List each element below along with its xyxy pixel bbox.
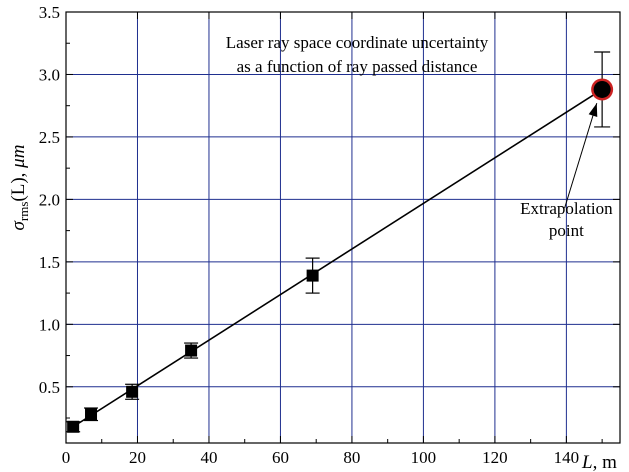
title-line-2: as a function of ray passed distance <box>237 57 478 76</box>
extrapolation-point <box>593 80 611 98</box>
data-point <box>185 344 198 357</box>
x-tick-labels: 0 20 40 60 80 100 120 140 <box>62 448 579 467</box>
extrapolation-marker <box>591 51 614 128</box>
x-tick-label: 80 <box>343 448 360 467</box>
x-tick-label: 20 <box>129 448 146 467</box>
x-tick-label: 100 <box>411 448 437 467</box>
x-tick-label: 0 <box>62 448 71 467</box>
y-axis-symbol: σ <box>8 220 29 230</box>
y-tick-label: 1.0 <box>39 315 60 334</box>
annotation-line-1: Extrapolation <box>520 199 613 218</box>
y-tick-labels: 0.5 1.0 1.5 2.0 2.5 3.0 3.5 <box>39 3 60 397</box>
fit-line <box>72 88 603 428</box>
data-points <box>67 269 319 433</box>
y-tick-label: 3.5 <box>39 3 60 22</box>
annotation-line-2: point <box>549 221 584 240</box>
y-tick-label: 2.5 <box>39 128 60 147</box>
data-point <box>67 420 80 433</box>
annotation-arrowhead <box>588 103 598 117</box>
x-axis-label: L, m <box>581 452 617 472</box>
y-axis-unit: μm <box>8 145 29 169</box>
y-tick-label: 2.0 <box>39 190 60 209</box>
x-axis-unit: , m <box>593 452 618 472</box>
data-point <box>306 269 319 282</box>
x-axis-symbol: L <box>581 452 593 472</box>
x-tick-label: 40 <box>200 448 217 467</box>
title-line-1: Laser ray space coordinate uncertainty <box>226 33 489 52</box>
x-tick-label: 60 <box>272 448 289 467</box>
y-tick-label: 1.5 <box>39 253 60 272</box>
annotation-arrow <box>564 103 598 209</box>
y-tick-label: 0.5 <box>39 378 60 397</box>
y-axis-label: σrms(L), μm <box>8 145 31 231</box>
x-tick-label: 140 <box>554 448 580 467</box>
x-tick-label: 120 <box>482 448 508 467</box>
data-point <box>85 408 98 421</box>
y-tick-label: 3.0 <box>39 65 60 84</box>
data-point <box>126 385 139 398</box>
grid-lines <box>66 12 620 443</box>
y-axis-subscript: rms <box>16 202 31 222</box>
plot-frame <box>65 11 621 444</box>
y-axis-arg: (L), <box>8 168 29 202</box>
axis-ticks <box>65 11 620 443</box>
